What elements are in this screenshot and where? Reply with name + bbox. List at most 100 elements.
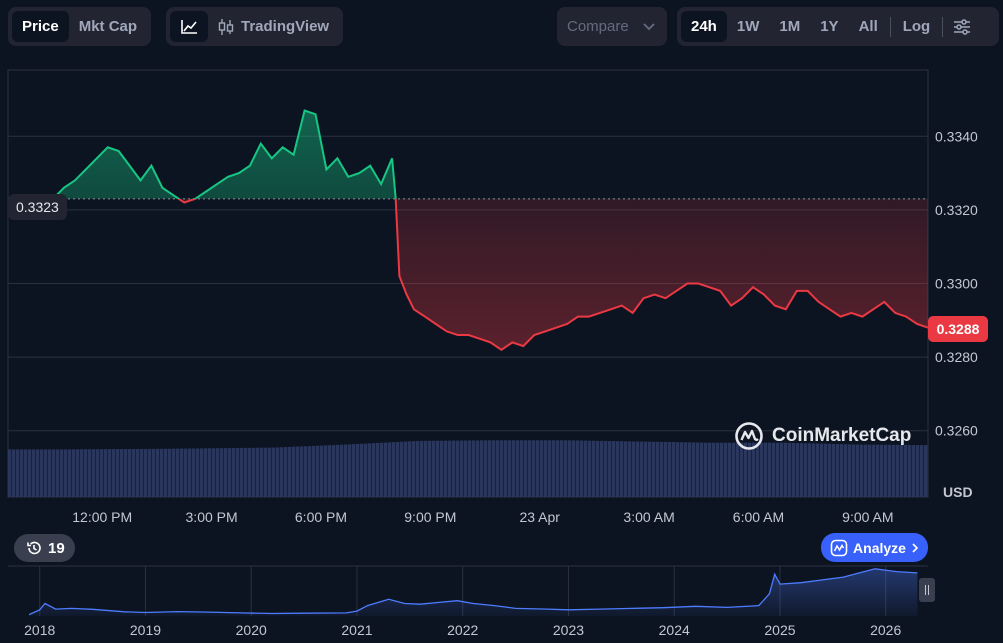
x-tick-label: 9:00 PM (404, 509, 456, 525)
volume-bar (32, 449, 36, 497)
volume-bar (428, 440, 432, 497)
tab-mkt-cap[interactable]: Mkt Cap (78, 18, 138, 35)
y-tick-label: 0.3260 (935, 423, 978, 439)
navigator-year-label: 2025 (764, 622, 795, 638)
volume-bar (724, 442, 728, 497)
compare-dropdown[interactable]: Compare (557, 7, 667, 46)
navigator-line (28, 568, 918, 616)
volume-bar (104, 449, 108, 497)
volume-bar (100, 449, 104, 497)
y-tick-label: 0.3340 (935, 128, 978, 144)
volume-bar (336, 444, 340, 497)
volume-bar (212, 448, 216, 497)
tab-price[interactable]: Price (12, 11, 69, 42)
volume-bar (312, 445, 316, 497)
range-24h[interactable]: 24h (681, 11, 727, 42)
chevron-down-icon (643, 22, 655, 30)
volume-bar (28, 449, 32, 497)
volume-bar (584, 440, 588, 497)
volume-bar (780, 442, 784, 497)
volume-bar (608, 441, 612, 497)
sliders-icon (954, 18, 971, 35)
volume-bar (464, 440, 468, 497)
volume-bar (20, 449, 24, 497)
analyze-label: Analyze (853, 539, 906, 556)
price-area (53, 110, 928, 350)
volume-bar (52, 449, 56, 497)
volume-bar (880, 444, 884, 497)
volume-bar (240, 447, 244, 497)
navigator-year-label: 2023 (553, 622, 584, 638)
volume-bar (628, 441, 632, 497)
price-line-up (52, 109, 397, 199)
volume-bar (476, 440, 480, 497)
volume-bar (840, 444, 844, 497)
volume-bar (424, 440, 428, 497)
volume-bar (480, 440, 484, 497)
tradingview-button[interactable]: TradingView (208, 11, 339, 42)
volume-bar (496, 440, 500, 497)
navigator-year-label: 2021 (341, 622, 372, 638)
volume-bar (552, 440, 556, 497)
range-all[interactable]: All (858, 18, 878, 35)
volume-bar (888, 444, 892, 497)
volume-bar (408, 441, 412, 497)
time-range-group: 24h 1W 1M 1Y All Log (677, 7, 999, 46)
volume-bar (228, 448, 232, 497)
volume-bar (388, 442, 392, 497)
volume-bar (864, 444, 868, 497)
volume-bar (760, 442, 764, 497)
volume-bar (368, 443, 372, 497)
volume-bar (84, 449, 88, 497)
compare-label: Compare (567, 18, 629, 35)
volume-bar (316, 445, 320, 497)
volume-bar (436, 440, 440, 497)
volume-bar (248, 447, 252, 497)
volume-bar (892, 444, 896, 497)
history-badge[interactable]: 19 (14, 534, 75, 562)
navigator-chart[interactable]: 2018 2019 2020 2021 2022 2023 2024 2025 2026 (8, 565, 928, 638)
volume-bar (176, 448, 180, 497)
x-tick-label: 9:00 AM (842, 509, 893, 525)
ai-analyze-icon (830, 539, 848, 556)
volume-bar (36, 449, 40, 497)
volume-bar (884, 444, 888, 497)
volume-bar (792, 442, 796, 497)
volume-bar (460, 440, 464, 497)
volume-bar (332, 445, 336, 497)
volume-bar (200, 448, 204, 497)
volume-bar (380, 442, 384, 497)
line-chart-button[interactable] (170, 11, 208, 42)
volume-bar (372, 443, 376, 497)
volume-bar (612, 441, 616, 497)
volume-bar (76, 449, 80, 497)
volume-bar (872, 444, 876, 497)
volume-bar (140, 448, 144, 497)
volume-bar (912, 445, 916, 497)
range-1m[interactable]: 1M (779, 18, 801, 35)
volume-bar (820, 443, 824, 497)
volume-bar (512, 440, 516, 497)
volume-bar (204, 448, 208, 497)
volume-bar (556, 440, 560, 497)
range-1w[interactable]: 1W (736, 18, 760, 35)
volume-bar (736, 442, 740, 497)
volume-bar (412, 441, 416, 497)
navigator-handle[interactable] (919, 578, 935, 602)
volume-bar (812, 443, 816, 497)
chart-settings-button[interactable] (945, 11, 979, 42)
analyze-button[interactable]: Analyze (821, 533, 928, 562)
volume-bar (488, 440, 492, 497)
log-scale-button[interactable]: Log (902, 18, 931, 35)
volume-bar (716, 442, 720, 497)
volume-bar (44, 449, 48, 497)
y-tick-label: 0.3320 (935, 202, 978, 218)
volume-bar (244, 447, 248, 497)
coinmarketcap-watermark: CoinMarketCap (734, 421, 911, 451)
volume-bar (172, 448, 176, 497)
range-1y[interactable]: 1Y (820, 18, 839, 35)
volume-bar (264, 447, 268, 497)
volume-bar (732, 442, 736, 497)
volume-bar (704, 442, 708, 497)
